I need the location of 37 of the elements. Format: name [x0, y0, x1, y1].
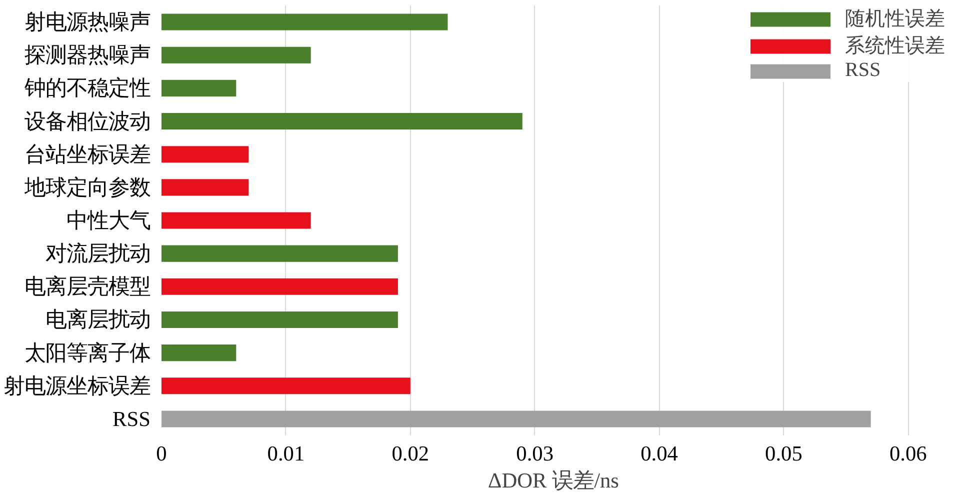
y-tick-label: 电离层壳模型: [24, 274, 150, 299]
bar: [162, 46, 311, 64]
bar: [162, 179, 249, 196]
bar: [162, 14, 448, 30]
x-tick-label: 0.03: [516, 442, 554, 466]
bar: [162, 146, 249, 163]
y-tick-label: 射电源热噪声: [24, 10, 150, 34]
y-tick-label: 对流层扰动: [46, 242, 150, 266]
legend-label: 系统性误差: [845, 34, 945, 59]
x-tick-label: 0: [156, 442, 167, 466]
y-tick-label: 探测器热噪声: [24, 43, 150, 68]
bar: [162, 344, 236, 362]
x-tick-label: 0.06: [890, 442, 928, 466]
y-tick-label: 中性大气: [66, 208, 150, 232]
x-tick-label: 0.05: [765, 442, 802, 466]
x-tick-label: 0.01: [267, 442, 305, 466]
legend-label: 随机性误差: [845, 7, 945, 32]
x-tick-label: 0.04: [640, 442, 678, 466]
bar: [162, 113, 522, 130]
y-tick-label: 电离层扰动: [46, 308, 150, 332]
x-axis-title: ΔDOR 误差/ns: [488, 468, 619, 492]
y-tick-label: 地球定向参数: [24, 175, 150, 200]
legend-label: RSS: [845, 59, 881, 82]
bar: [162, 80, 236, 96]
bar: [162, 245, 398, 262]
x-tick-label: 0.02: [392, 442, 430, 466]
y-tick-label: 射电源坐标误差: [4, 374, 150, 398]
bar: [162, 278, 398, 295]
bar: [162, 410, 871, 428]
y-tick-label: RSS: [112, 406, 151, 431]
bar: [162, 311, 398, 328]
bar: [162, 212, 311, 229]
bar: [162, 378, 410, 394]
y-tick-label: 钟的不稳定性: [24, 76, 150, 100]
y-tick-label: 太阳等离子体: [24, 340, 150, 365]
y-tick-label: 台站坐标误差: [24, 142, 150, 166]
y-tick-label: 设备相位波动: [24, 109, 150, 134]
